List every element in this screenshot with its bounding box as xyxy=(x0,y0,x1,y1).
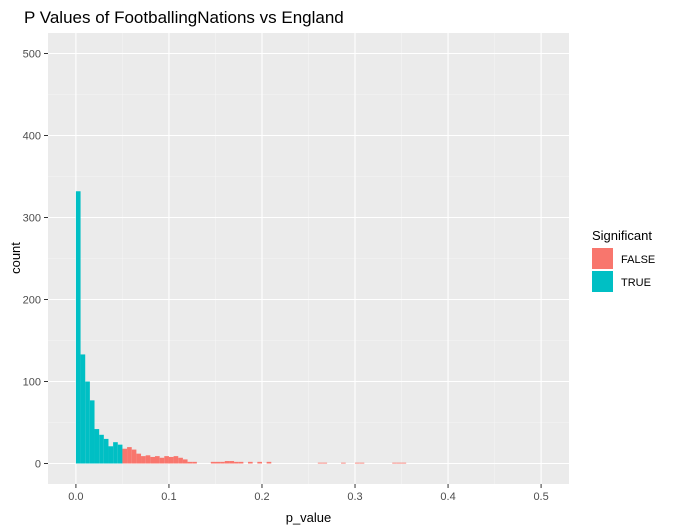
histogram-bar-false xyxy=(257,461,262,464)
x-tick-label: 0.1 xyxy=(161,491,176,503)
histogram-bar-true xyxy=(103,438,109,464)
histogram-bar-true xyxy=(80,354,86,464)
legend-title: Significant xyxy=(592,228,652,243)
histogram-bar-false xyxy=(392,462,397,464)
histogram-bar-false xyxy=(266,461,272,464)
histogram-bar-false xyxy=(182,459,188,464)
x-tick-label: 0.4 xyxy=(440,491,455,503)
x-axis: 0.0 0.1 0.2 0.3 0.4 0.5 xyxy=(68,484,549,503)
histogram-bar-false xyxy=(173,456,179,464)
histogram-bar-false xyxy=(322,462,328,464)
x-axis-title: p_value xyxy=(286,510,332,525)
histogram-bar-false xyxy=(238,461,244,464)
histogram-bar-true xyxy=(75,191,81,464)
histogram-bar-false xyxy=(178,457,183,464)
y-tick-label: 100 xyxy=(23,377,41,389)
histogram-bar-false xyxy=(192,461,197,464)
legend-key-true xyxy=(592,271,613,292)
legend-label-false: FALSE xyxy=(621,254,655,266)
histogram-bar-false xyxy=(401,462,407,464)
y-axis: 0 100 200 300 400 500 xyxy=(23,49,48,471)
histogram-bar-false xyxy=(150,456,155,464)
histogram-bar-true xyxy=(85,381,90,464)
histogram-bar-true xyxy=(108,446,114,464)
y-axis-title: count xyxy=(8,242,23,274)
histogram-bar-false xyxy=(145,455,151,464)
legend: Significant FALSE TRUE xyxy=(592,228,655,292)
histogram-bar-false xyxy=(131,449,137,464)
histogram-bar-false xyxy=(248,461,253,464)
histogram-bar-false xyxy=(187,461,193,464)
x-tick-label: 0.3 xyxy=(347,491,362,503)
histogram-bar-true xyxy=(117,444,123,464)
histogram-bar-false xyxy=(159,457,165,464)
histogram-bar-true xyxy=(99,434,104,464)
y-tick-label: 300 xyxy=(23,213,41,225)
histogram-bar-false xyxy=(164,456,169,464)
histogram-bar-false xyxy=(317,462,323,464)
histogram-bar-true xyxy=(94,429,100,464)
y-tick-label: 0 xyxy=(35,459,41,471)
minor-gridlines xyxy=(48,33,569,484)
x-tick-label: 0.2 xyxy=(254,491,269,503)
histogram-bar-false xyxy=(234,461,239,464)
histogram-bar-false xyxy=(210,461,216,464)
histogram-bar-false xyxy=(341,462,346,464)
legend-label-true: TRUE xyxy=(621,277,651,289)
histogram-bar-false xyxy=(359,462,365,464)
histogram-bar-false xyxy=(229,461,235,464)
chart-title: P Values of FootballingNations vs Englan… xyxy=(24,8,344,27)
legend-entries: FALSE TRUE xyxy=(592,248,655,292)
histogram-bar-false xyxy=(396,462,402,464)
y-tick-label: 400 xyxy=(23,131,41,143)
x-tick-label: 0.5 xyxy=(533,491,548,503)
histogram-bar-false xyxy=(127,447,132,464)
histogram-bar-true xyxy=(89,400,95,464)
legend-key-false xyxy=(592,248,613,269)
histogram-bar-false xyxy=(355,462,360,464)
histogram-bar-false xyxy=(154,456,160,464)
histogram-bar-false xyxy=(168,456,174,464)
histogram-bar-false xyxy=(122,448,128,464)
histogram-bar-false xyxy=(215,461,221,464)
y-tick-label: 500 xyxy=(23,49,41,61)
histogram-bar-false xyxy=(141,456,146,464)
y-tick-label: 200 xyxy=(23,295,41,307)
histogram-bar-false xyxy=(136,453,142,464)
histogram-bar-true xyxy=(113,442,118,464)
histogram-bar-false xyxy=(224,461,230,464)
histogram-bar-false xyxy=(220,461,225,464)
x-tick-label: 0.0 xyxy=(68,491,83,503)
histogram-bars xyxy=(75,191,407,464)
